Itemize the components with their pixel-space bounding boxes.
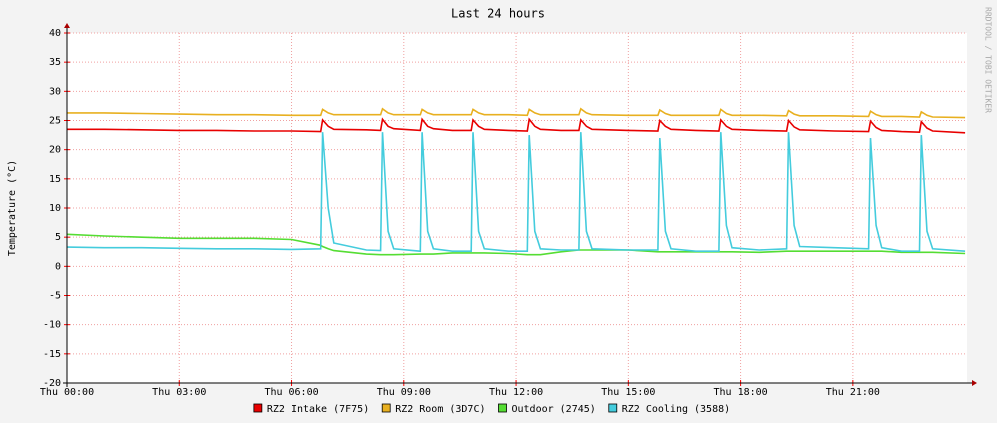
x-tick-label: Thu 15:00 — [601, 387, 655, 398]
series-line — [66, 233, 966, 256]
x-tick-label: Thu 03:00 — [152, 387, 206, 398]
grid — [64, 32, 967, 386]
x-tick-label: Thu 06:00 — [264, 387, 318, 398]
legend-label: RZ2 Room (3D7C) — [395, 404, 485, 415]
y-tick-label: 40 — [49, 28, 61, 39]
legend: RZ2 Intake (7F75) RZ2 Room (3D7C) Outdoor … — [253, 403, 730, 415]
y-tick-label: 0 — [55, 261, 61, 272]
axes — [63, 23, 977, 387]
legend-swatch — [253, 403, 263, 413]
x-tick-label: Thu 00:00 — [40, 387, 94, 398]
y-tick-label: -15 — [43, 349, 61, 360]
series-line — [67, 107, 966, 119]
x-tick-label: Thu 12:00 — [489, 387, 543, 398]
chart-title: Last 24 hours — [451, 7, 545, 21]
y-tick-label: 10 — [49, 203, 61, 214]
legend-label: RZ2 Intake (7F75) — [267, 404, 369, 415]
y-arrow — [64, 23, 70, 28]
legend-label: RZ2 Cooling (3588) — [622, 404, 730, 415]
x-tick-label: Thu 18:00 — [714, 387, 768, 398]
watermark: RRDTOOL / TOBI OETIKER — [984, 7, 993, 113]
x-tick-label: Thu 09:00 — [377, 387, 431, 398]
y-tick-label: -20 — [43, 378, 61, 389]
x-arrow — [972, 380, 977, 386]
legend-swatch — [498, 403, 507, 413]
series-line — [67, 117, 966, 134]
series-line — [66, 132, 966, 253]
y-tick-label: -10 — [43, 320, 61, 331]
y-tick-label: 15 — [49, 174, 61, 185]
legend-swatch — [608, 403, 618, 413]
y-tick-label: 30 — [49, 86, 61, 97]
y-tick-label: 20 — [49, 145, 61, 156]
legend-swatch — [381, 403, 391, 413]
y-tick-label: 5 — [55, 232, 61, 243]
legend-label: Outdoor (2745) — [512, 404, 596, 415]
y-axis-label: Temperature (°C) — [7, 160, 18, 256]
y-tick-label: 25 — [49, 116, 61, 127]
x-tick-label: Thu 21:00 — [826, 387, 880, 398]
y-tick-label: 35 — [49, 57, 61, 68]
y-tick-label: -5 — [49, 291, 61, 302]
lines — [66, 107, 966, 256]
